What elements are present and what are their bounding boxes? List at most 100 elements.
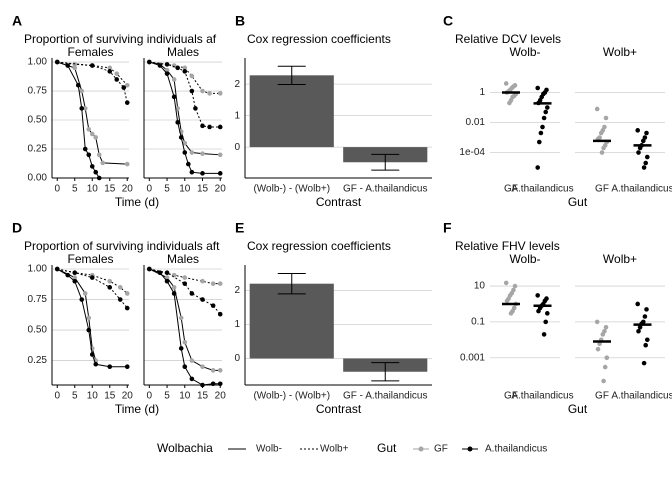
survival-point [182, 275, 188, 280]
survival-point [210, 368, 216, 373]
survival-point [210, 281, 216, 286]
x-tick-label: A.thailandicus [511, 184, 573, 195]
facet-label: Males [167, 45, 199, 59]
survival-point [189, 169, 195, 175]
survival-point [89, 352, 95, 357]
strip-point [641, 360, 647, 366]
survival-point [117, 297, 123, 302]
survival-point [182, 339, 188, 345]
survival-point [79, 88, 85, 94]
survival-point [86, 127, 92, 132]
survival-point [200, 297, 205, 302]
x-tick-label: 10 [87, 184, 99, 195]
survival-line [57, 61, 128, 165]
x-tick-label: 0 [147, 391, 153, 402]
survival-point [178, 346, 184, 351]
survival-line [57, 268, 97, 361]
legend-title: Wolbachia [157, 441, 213, 455]
x-tick-label: GF [504, 391, 518, 402]
survival-point [164, 278, 170, 284]
survival-point [72, 270, 78, 275]
survival-line [149, 61, 221, 174]
legend-label: Wolb- [256, 444, 282, 455]
panel-label: A [12, 13, 22, 29]
panel-title: Proportion of surviving individuals aft [24, 239, 220, 253]
survival-point [182, 65, 188, 71]
legend-label: GF [434, 444, 448, 455]
panel-title: Relative DCV levels [455, 32, 561, 46]
strip-point [598, 130, 604, 136]
survival-point [124, 305, 130, 311]
survival-point [200, 382, 205, 388]
strip-point [604, 355, 610, 361]
y-tick-label: 0.50 [28, 325, 48, 336]
survival-point [217, 281, 223, 286]
y-tick-label: 1 [479, 87, 485, 98]
y-tick-label: 0.25 [28, 355, 48, 366]
survival-point [117, 285, 123, 290]
survival-point [189, 291, 195, 296]
strip-point [645, 154, 650, 160]
strip-point [503, 81, 509, 86]
x-tick-label: 15 [197, 391, 209, 402]
survival-point [93, 169, 99, 175]
x-axis-title: Contrast [316, 195, 362, 209]
survival-point [107, 65, 113, 71]
survival-point [79, 297, 85, 302]
strip-point [636, 150, 641, 155]
x-tick-label: (Wolb-) - (Wolb+) [253, 391, 330, 402]
survival-point [93, 361, 99, 367]
survival-point [72, 65, 78, 71]
survival-point [200, 364, 205, 369]
strip-point [643, 342, 648, 348]
survival-point [54, 59, 60, 65]
x-tick-label: (Wolb-) - (Wolb+) [253, 184, 330, 195]
survival-point [96, 175, 102, 181]
survival-line [149, 268, 221, 386]
panel-label: F [443, 220, 452, 236]
x-tick-label: A.thailandicus [611, 391, 672, 402]
survival-point [171, 77, 177, 82]
survival-point [157, 63, 163, 68]
strip-point [545, 311, 550, 316]
strip-point [504, 298, 510, 304]
strip-point [543, 109, 548, 115]
survival-point [178, 135, 184, 140]
x-tick-label: 0 [147, 184, 153, 195]
error-bar [277, 65, 306, 85]
survival-point [171, 272, 177, 278]
x-tick-label: 5 [164, 391, 170, 402]
x-tick-label: 20 [215, 184, 227, 195]
survival-point [171, 285, 177, 290]
x-tick-label: GF [595, 391, 609, 402]
x-tick-label: 10 [87, 391, 99, 402]
survival-line [56, 268, 128, 368]
x-axis-title: Time (d) [115, 195, 159, 209]
bar [249, 75, 334, 148]
strip-point [601, 145, 606, 151]
panel-title: Cox regression coefficients [247, 32, 391, 46]
survival-point [193, 106, 198, 111]
y-tick-label: 0.75 [28, 86, 48, 97]
strip-point [599, 150, 605, 155]
x-tick-label: 5 [164, 184, 170, 195]
survival-point [171, 94, 177, 100]
strip-point [512, 283, 518, 289]
survival-point [164, 275, 170, 280]
survival-point [182, 140, 188, 146]
panel-label: B [235, 13, 245, 29]
survival-point [164, 71, 170, 76]
y-tick-label: 0.75 [28, 294, 48, 305]
survival-line [57, 61, 128, 86]
y-tick-label: 1 [234, 319, 240, 330]
y-tick-label: 1.00 [28, 57, 48, 68]
strip-point [600, 332, 606, 337]
survival-point [186, 161, 191, 167]
survival-point [217, 171, 223, 176]
survival-point [217, 152, 223, 158]
strip-point [543, 319, 548, 325]
strip-point [545, 105, 550, 110]
panel-title: Cox regression coefficients [247, 239, 391, 253]
survival-point [189, 88, 195, 94]
strip-point [535, 165, 540, 170]
